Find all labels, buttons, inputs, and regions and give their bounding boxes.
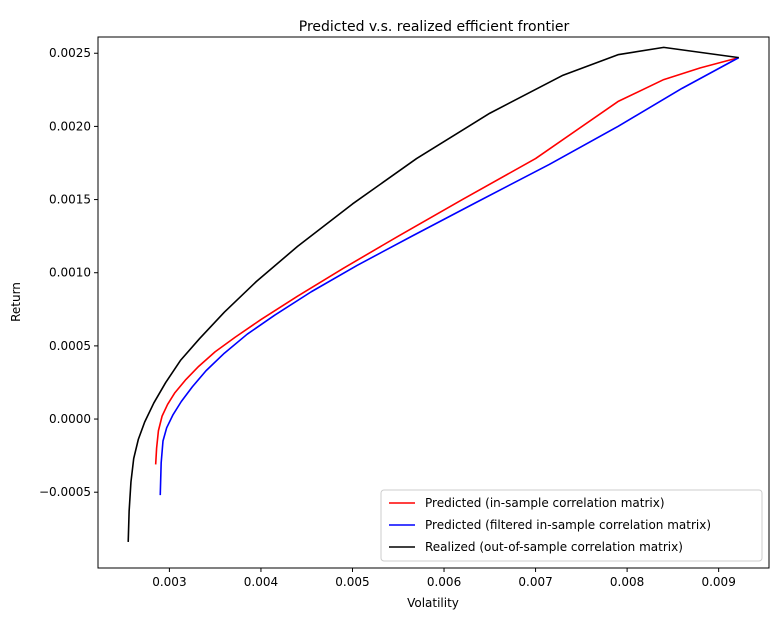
x-tick-label: 0.005 — [335, 575, 369, 589]
y-tick-label: 0.0010 — [49, 266, 91, 280]
legend: Predicted (in-sample correlation matrix)… — [380, 489, 763, 562]
y-tick-label: −0.0005 — [39, 485, 91, 499]
x-tick-label: 0.009 — [701, 575, 735, 589]
x-axis-label: Volatility — [407, 596, 459, 610]
series-line-2 — [159, 56, 740, 496]
series-line-1 — [154, 56, 739, 465]
y-tick-label: 0.0000 — [49, 412, 91, 426]
y-tick-label: 0.0015 — [49, 193, 91, 207]
x-tick-label: 0.003 — [152, 575, 186, 589]
y-axis: −0.0005 0.0000 0.0005 0.0010 0.0015 0.0020 0.0… — [39, 46, 98, 499]
legend-label-2: Predicted (filtered in-sample correlatio… — [425, 518, 711, 532]
x-tick-label: 0.008 — [610, 575, 644, 589]
chart-title: Predicted v.s. realized efficient fronti… — [299, 19, 570, 35]
x-axis: 0.003 0.004 0.005 0.006 0.007 0.008 0.009 — [152, 568, 736, 589]
legend-box — [380, 489, 763, 562]
legend-label-1: Predicted (in-sample correlation matrix) — [425, 496, 665, 510]
legend-label-3: Realized (out-of-sample correlation matr… — [425, 540, 683, 554]
y-tick-label: 0.0025 — [49, 46, 91, 60]
plot-background — [98, 37, 769, 568]
plot-frame — [97, 36, 770, 569]
series-line-3 — [127, 46, 739, 542]
x-tick-label: 0.006 — [427, 575, 461, 589]
y-tick-label: 0.0020 — [49, 119, 91, 133]
series-layer — [127, 46, 740, 542]
y-tick-label: 0.0005 — [49, 339, 91, 353]
x-tick-label: 0.004 — [244, 575, 278, 589]
plot-area — [97, 36, 770, 569]
y-axis-label: Return — [9, 282, 23, 322]
x-tick-label: 0.007 — [518, 575, 552, 589]
